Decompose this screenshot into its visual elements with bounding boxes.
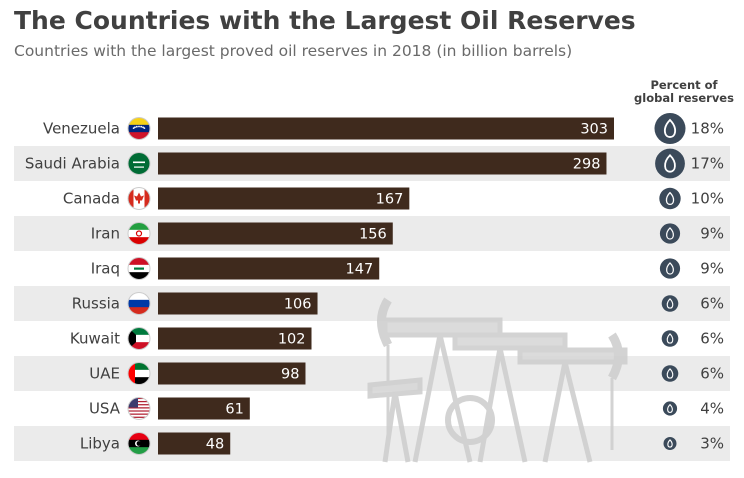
category-label: UAE: [89, 365, 120, 383]
row-band: [14, 286, 730, 321]
drop-circle: [663, 437, 677, 450]
bar: [158, 327, 312, 350]
percent-label: 9%: [700, 225, 724, 243]
drop-circle: [661, 330, 679, 347]
bar: [158, 397, 250, 420]
bar: [158, 187, 410, 210]
usa-flag-icon: [127, 397, 151, 420]
bar: [158, 292, 318, 315]
bar-value-label: 61: [225, 402, 243, 418]
kuwait-flag-icon: [127, 327, 151, 350]
category-label: Russia: [72, 295, 120, 313]
venezuela-flag-icon: [127, 117, 151, 140]
bar: [158, 257, 380, 280]
bar: [158, 222, 393, 245]
percent-column-header: Percent of global reserves: [630, 79, 738, 105]
drop-circle: [659, 258, 681, 279]
drop-circle: [654, 113, 686, 144]
category-label: Canada: [63, 190, 120, 208]
percent-header-line-2: global reserves: [634, 91, 734, 105]
oil-drop-icon: [659, 187, 681, 210]
oil-drop-icon: [659, 223, 681, 244]
drop-outline: [663, 118, 677, 138]
percent-header-line-1: Percent of: [650, 78, 718, 92]
category-label: Iraq: [91, 260, 120, 278]
percent-label: 18%: [691, 120, 724, 138]
iran-flag-icon: [127, 222, 151, 245]
oil-drop-icon: [654, 113, 686, 144]
drop-circle: [662, 401, 678, 416]
drop-outline: [666, 333, 674, 344]
russia-flag-icon: [127, 292, 151, 315]
canada-flag-icon: [127, 187, 151, 210]
oil-drop-icon: [663, 437, 677, 450]
percent-label: 6%: [700, 295, 724, 313]
oil-drop-icon: [655, 148, 685, 179]
drop-outline: [664, 154, 676, 173]
percent-label: 4%: [700, 400, 724, 418]
bar: [158, 432, 231, 455]
category-label: Iran: [91, 225, 120, 243]
oil-drop-icon: [661, 295, 679, 312]
percent-label: 10%: [691, 190, 724, 208]
bar-value-label: 167: [376, 192, 404, 208]
category-label: Libya: [80, 435, 120, 453]
bar: [158, 152, 607, 175]
bar-value-label: 102: [278, 332, 306, 348]
drop-outline: [666, 262, 674, 275]
chart-subtitle: Countries with the largest proved oil re…: [14, 42, 573, 60]
category-label: Kuwait: [70, 330, 120, 348]
percent-label: 6%: [700, 365, 724, 383]
drop-outline: [666, 298, 674, 309]
bar-value-label: 106: [284, 297, 312, 313]
bar-value-label: 48: [206, 437, 224, 453]
drop-circle: [661, 365, 679, 382]
percent-label: 6%: [700, 330, 724, 348]
oil-pump-watermark-icon: [367, 297, 628, 463]
oil-drop-icon: [662, 401, 678, 416]
oil-drop-icon: [661, 330, 679, 347]
iraq-flag-icon: [127, 257, 151, 280]
percent-label: 9%: [700, 260, 724, 278]
bar-value-label: 98: [281, 367, 299, 383]
drop-circle: [659, 223, 681, 244]
category-label: USA: [89, 400, 121, 418]
bar-value-label: 303: [580, 122, 608, 138]
libya-flag-icon: [127, 432, 151, 455]
drop-circle: [661, 295, 679, 312]
drop-outline: [666, 368, 674, 379]
row-band: [14, 426, 730, 461]
bar-value-label: 156: [359, 227, 387, 243]
bar-value-label: 298: [573, 157, 601, 173]
percent-label: 3%: [700, 435, 724, 453]
bar-value-label: 147: [346, 262, 374, 278]
drop-outline: [667, 439, 673, 448]
drop-circle: [655, 148, 685, 179]
chart-rows: Venezuela 303 18% Saudi Arabia 298 17% Canada 1…: [25, 113, 724, 455]
chart-title: The Countries with the Largest Oil Reser…: [14, 6, 636, 35]
bar: [158, 117, 614, 140]
drop-outline: [665, 191, 675, 206]
oil-drop-icon: [661, 365, 679, 382]
category-label: Saudi Arabia: [25, 155, 120, 173]
drop-outline: [666, 227, 674, 240]
oil-drop-icon: [659, 258, 681, 279]
drop-outline: [667, 403, 673, 413]
bar: [158, 362, 306, 385]
saudi-arabia-flag-icon: [127, 152, 151, 175]
uae-flag-icon: [127, 362, 151, 385]
category-label: Venezuela: [43, 120, 120, 138]
drop-circle: [659, 187, 681, 210]
percent-label: 17%: [691, 155, 724, 173]
